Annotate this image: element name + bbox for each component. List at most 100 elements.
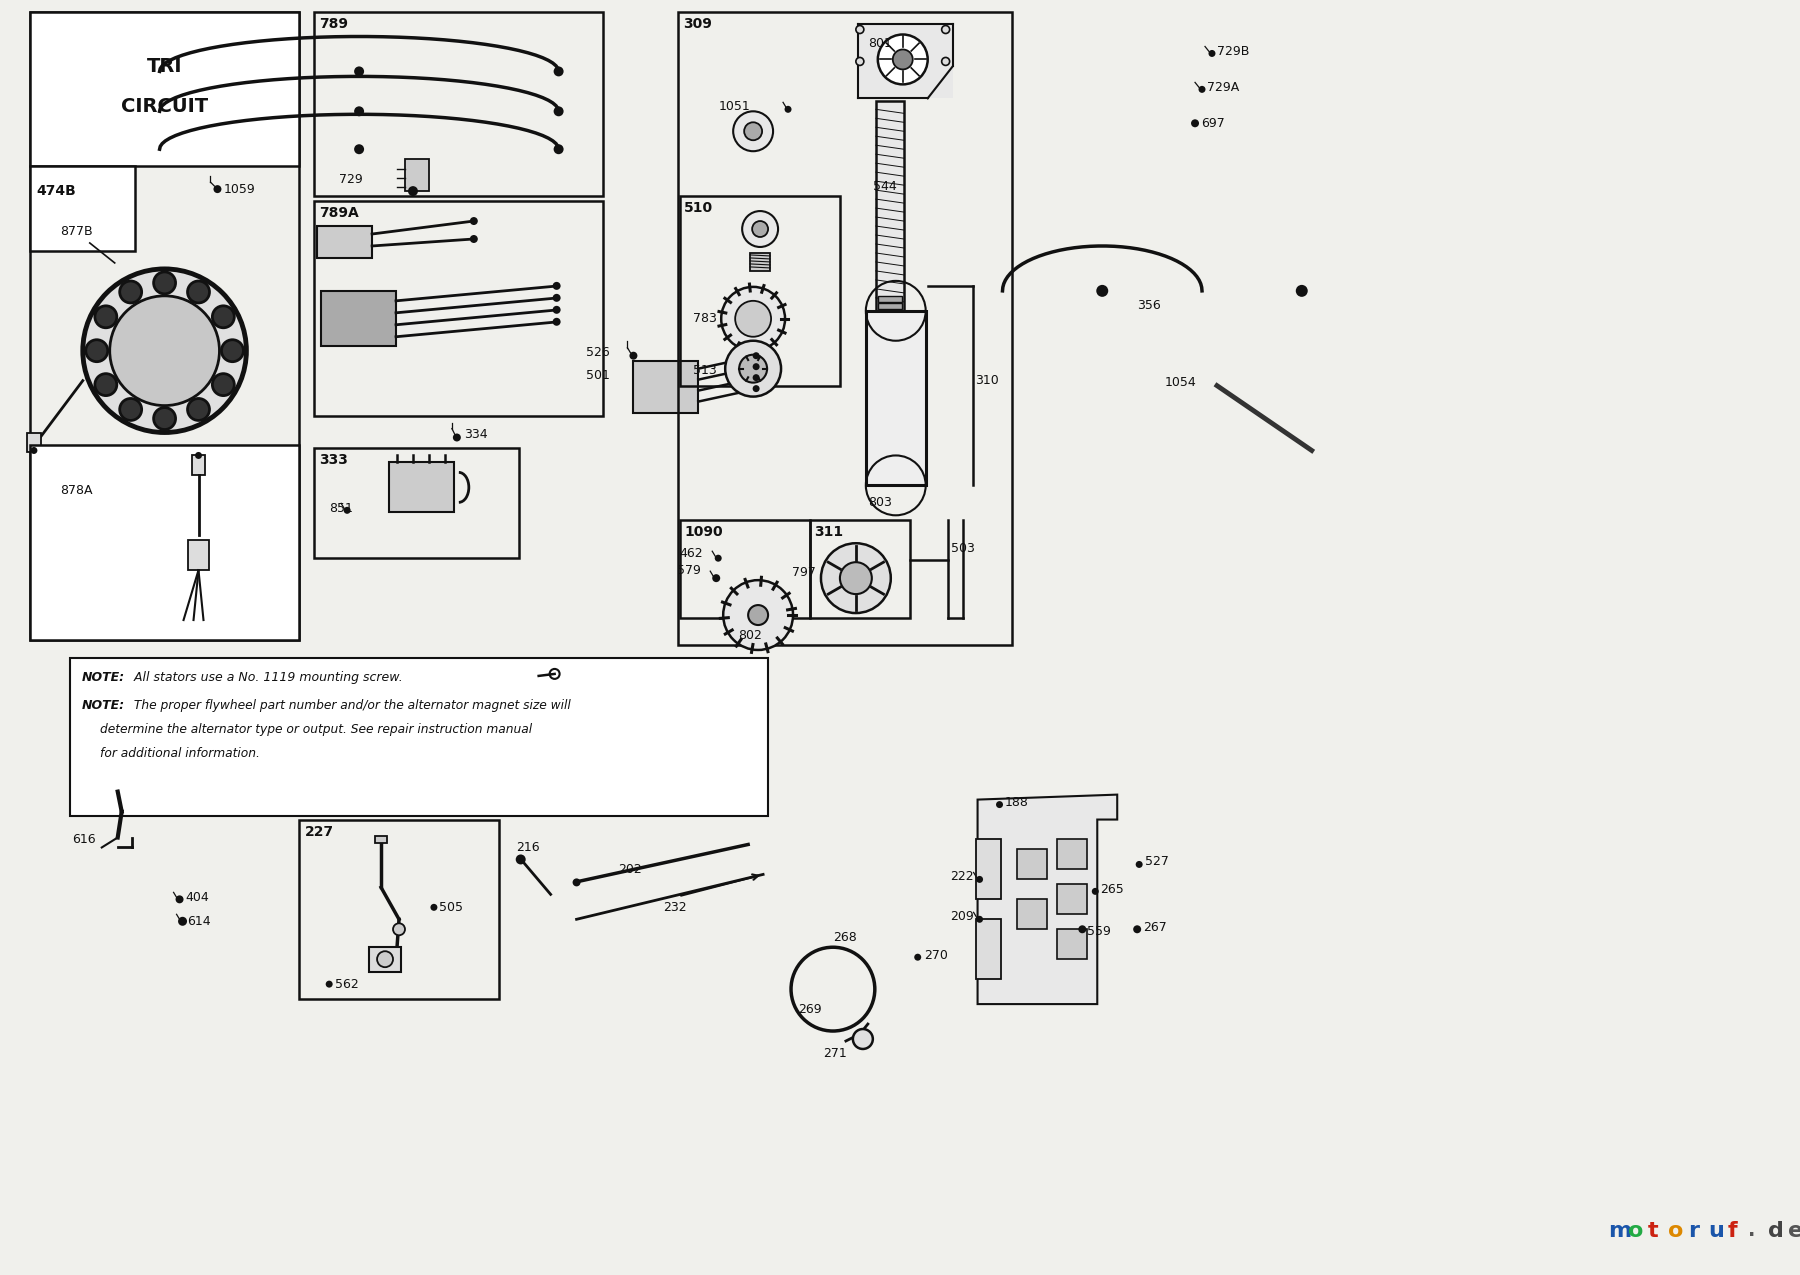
Text: 614: 614 (187, 914, 211, 928)
Text: 562: 562 (335, 978, 358, 991)
Bar (1057, 839, 1087, 870)
Text: The proper flywheel part number and/or the alternator magnet size will: The proper flywheel part number and/or t… (130, 699, 571, 713)
Text: m: m (1607, 1220, 1631, 1241)
Circle shape (392, 923, 405, 936)
Bar (31, 445, 299, 640)
Circle shape (1192, 120, 1199, 128)
Bar (191, 455, 205, 476)
Bar (1057, 885, 1087, 914)
Text: 267: 267 (1143, 921, 1166, 933)
Circle shape (941, 57, 950, 65)
Text: o: o (1669, 1220, 1683, 1241)
Text: 271: 271 (823, 1048, 846, 1061)
Circle shape (1208, 50, 1215, 57)
Bar (976, 919, 1001, 979)
Bar (299, 820, 499, 1000)
Circle shape (841, 562, 871, 594)
Text: 222: 222 (950, 870, 974, 882)
Circle shape (976, 915, 983, 923)
Bar (320, 291, 396, 346)
Bar (31, 11, 299, 640)
Circle shape (1134, 926, 1141, 933)
Circle shape (553, 282, 560, 289)
Text: t: t (1649, 1220, 1658, 1241)
Circle shape (976, 876, 983, 882)
Bar (877, 101, 904, 311)
Circle shape (326, 980, 333, 988)
Circle shape (221, 339, 243, 362)
Text: 616: 616 (72, 833, 95, 847)
Circle shape (176, 895, 184, 904)
Circle shape (893, 50, 913, 69)
Circle shape (1093, 887, 1098, 895)
Circle shape (752, 352, 760, 360)
Circle shape (470, 235, 477, 244)
Circle shape (1096, 284, 1109, 297)
Text: NOTE:: NOTE: (81, 699, 124, 713)
Circle shape (742, 212, 778, 247)
Text: 544: 544 (873, 180, 896, 193)
Circle shape (752, 385, 760, 393)
Circle shape (553, 317, 560, 326)
Bar (680, 196, 841, 385)
Bar (1017, 899, 1048, 929)
Circle shape (715, 555, 722, 562)
Circle shape (1078, 926, 1085, 933)
Circle shape (178, 917, 187, 926)
Circle shape (355, 144, 364, 154)
Text: 227: 227 (306, 825, 335, 839)
Text: 513: 513 (693, 365, 716, 377)
Circle shape (355, 106, 364, 116)
Circle shape (734, 301, 770, 337)
Text: 309: 309 (684, 17, 713, 31)
Text: 801: 801 (868, 37, 891, 50)
Text: TRI: TRI (148, 57, 182, 76)
Bar (31, 11, 299, 166)
Text: 188: 188 (1004, 796, 1028, 810)
Bar (315, 201, 603, 416)
Text: 216: 216 (517, 842, 540, 854)
Circle shape (430, 904, 437, 910)
Text: o: o (1627, 1220, 1643, 1241)
Circle shape (743, 122, 761, 140)
Text: u: u (1708, 1220, 1724, 1241)
Bar (751, 252, 770, 270)
Circle shape (31, 448, 38, 454)
Text: 559: 559 (1087, 924, 1111, 938)
Circle shape (725, 340, 781, 397)
Circle shape (855, 26, 864, 33)
Text: 310: 310 (976, 374, 999, 388)
Bar (878, 303, 902, 309)
Circle shape (722, 287, 785, 351)
Text: 269: 269 (797, 1002, 821, 1016)
Text: 202: 202 (619, 863, 643, 876)
Text: 503: 503 (950, 542, 974, 555)
Text: 877B: 877B (59, 224, 92, 237)
Circle shape (749, 606, 769, 625)
Text: 1059: 1059 (223, 182, 256, 195)
Circle shape (212, 374, 234, 395)
Circle shape (554, 144, 563, 154)
Circle shape (86, 339, 108, 362)
Circle shape (553, 306, 560, 314)
Text: 851: 851 (329, 502, 353, 515)
Circle shape (1199, 85, 1206, 93)
Text: 729: 729 (338, 172, 364, 186)
Circle shape (187, 399, 209, 421)
Text: 510: 510 (684, 201, 713, 215)
Text: 789A: 789A (319, 207, 358, 221)
Bar (317, 226, 373, 258)
Text: 268: 268 (833, 931, 857, 944)
Bar (31, 166, 135, 251)
Text: .: . (1748, 1221, 1755, 1241)
Circle shape (1296, 284, 1309, 297)
Circle shape (821, 543, 891, 613)
Bar (315, 449, 518, 558)
Bar (369, 947, 401, 972)
Circle shape (554, 66, 563, 76)
Bar (70, 658, 769, 816)
Circle shape (121, 399, 142, 421)
Circle shape (110, 296, 220, 405)
Circle shape (153, 272, 176, 293)
Circle shape (713, 574, 720, 583)
